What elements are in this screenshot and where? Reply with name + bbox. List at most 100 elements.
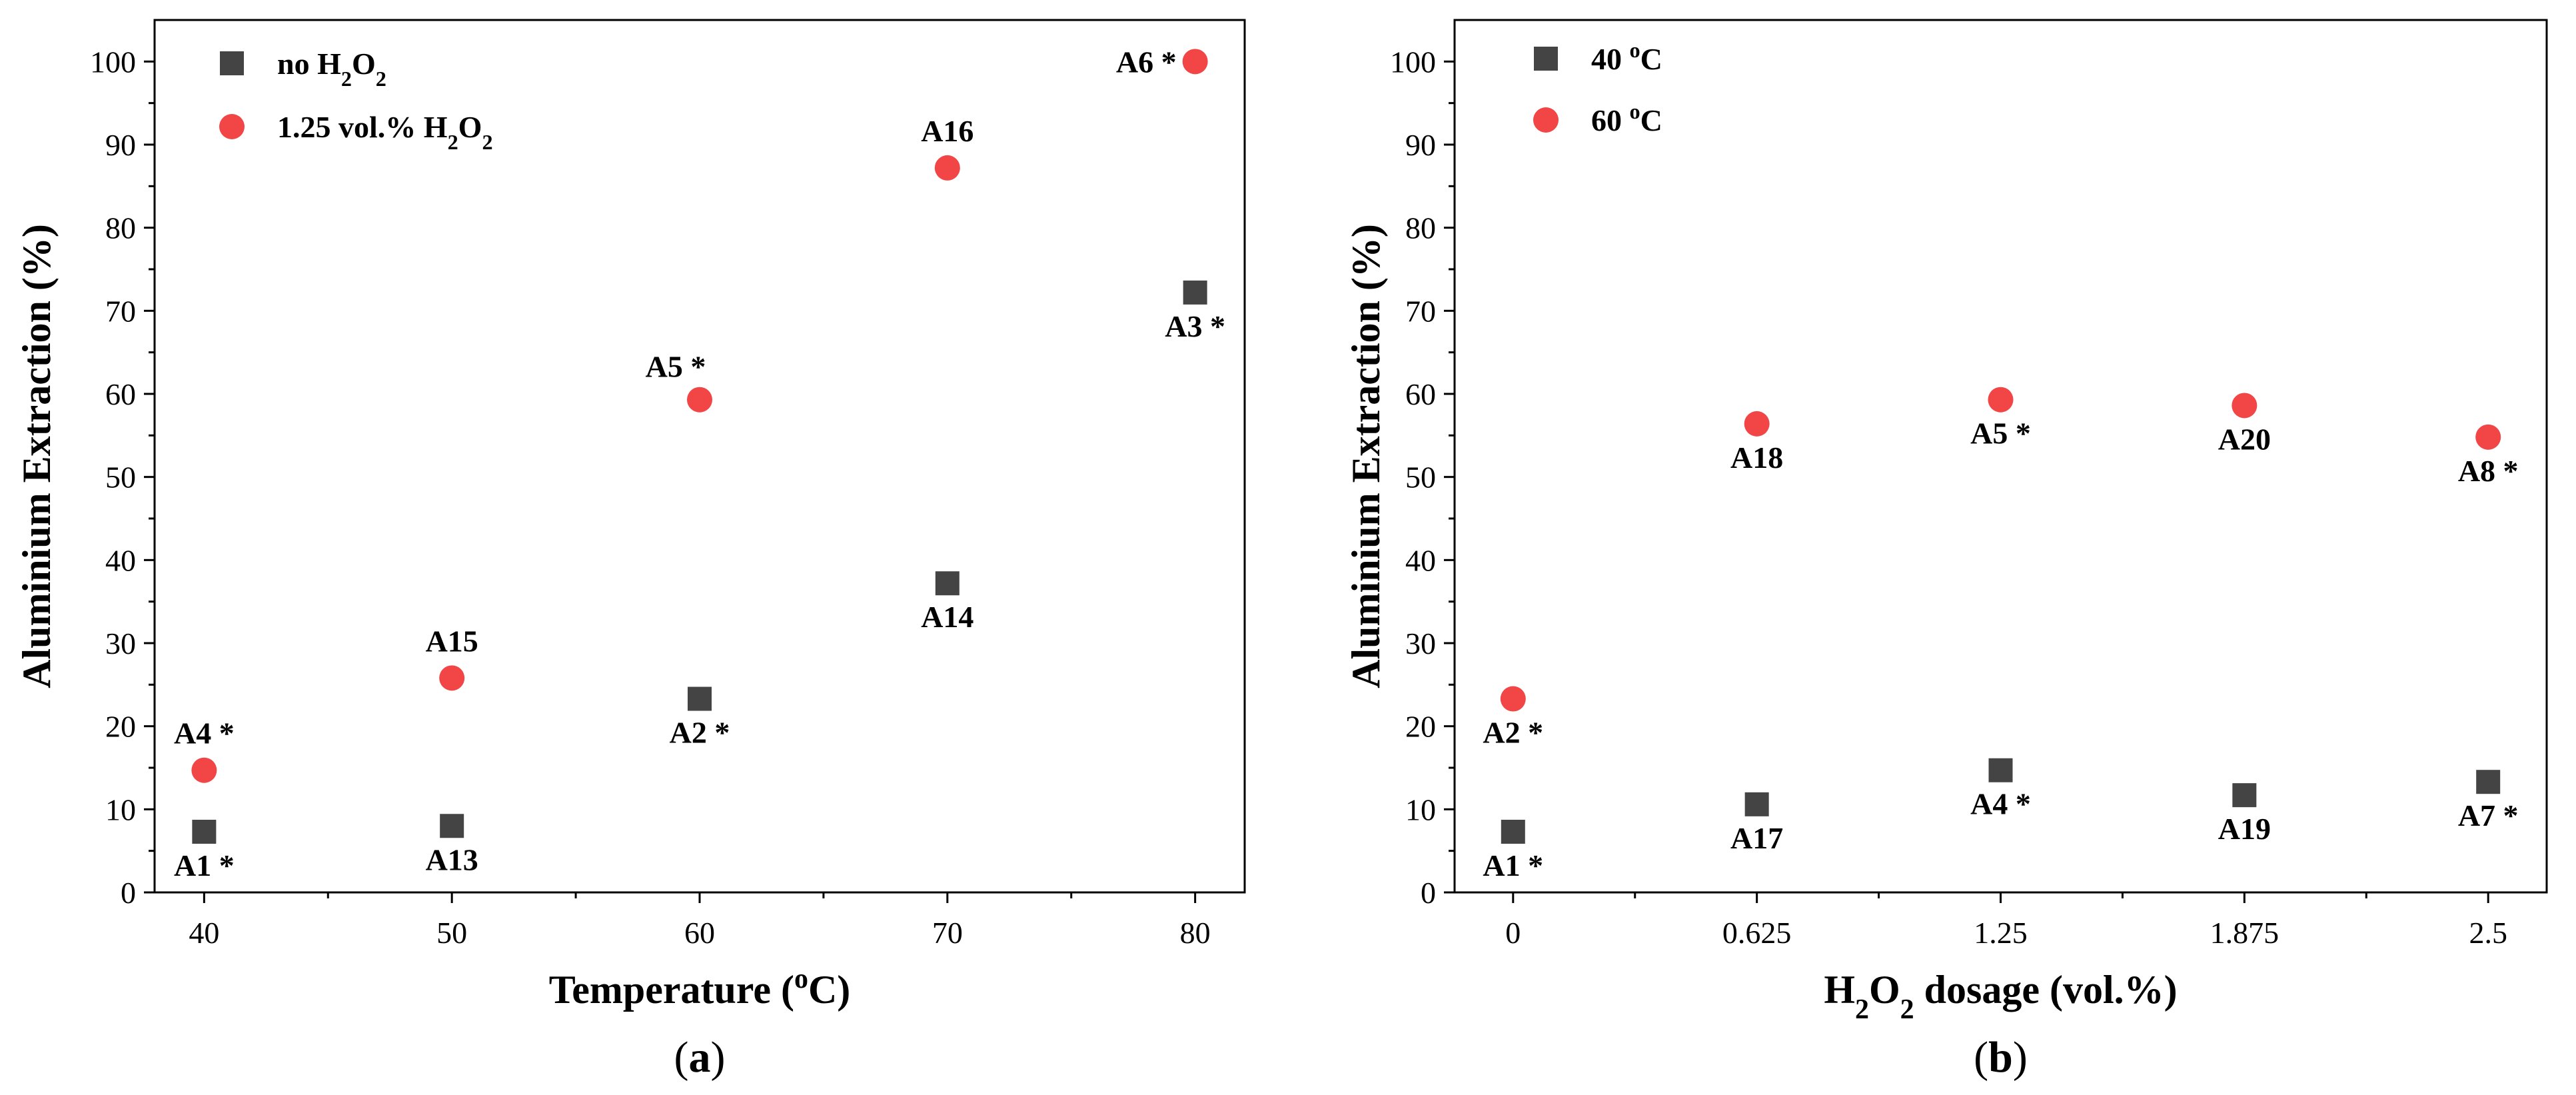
y-tick-label: 80 <box>1405 211 1436 245</box>
data-point-label: A1 * <box>1483 848 1543 882</box>
data-point-square <box>1988 758 2013 782</box>
legend-text-part: 60 <box>1591 103 1630 137</box>
chart-panel-a: 0 10 20 30 40 50 60 70 80 90 100 40 50 60 70 80 Aluminiu… <box>15 19 1246 1082</box>
data-point-circle <box>1500 686 1526 712</box>
legend-text-sup: o <box>1630 38 1640 62</box>
y-tick-label: 10 <box>105 792 136 826</box>
legend-label: 60 oC <box>1591 99 1662 137</box>
y-tick-label: 70 <box>1405 294 1436 328</box>
panel-label-letter: a <box>689 1033 711 1082</box>
legend-text-part: 1.25 vol.% H <box>277 110 448 144</box>
x-axis-title-part: H <box>1824 968 1855 1012</box>
y-tick-label: 90 <box>1405 128 1436 162</box>
x-axis-title-sub: 2 <box>1900 994 1914 1025</box>
series-squares: A1 * A13 A2 * A14 A3 * <box>174 280 1225 882</box>
x-axis-title: Temperature (oC) <box>549 964 851 1012</box>
data-point-label: A2 * <box>1483 716 1543 750</box>
legend-label: 40 oC <box>1591 38 1662 76</box>
y-tick-label: 90 <box>105 128 136 162</box>
x-axis-title-part: O <box>1869 968 1900 1012</box>
x-tick-label: 1.875 <box>2210 916 2279 950</box>
y-tick-label: 40 <box>1405 543 1436 577</box>
data-point-label: A20 <box>2218 422 2271 456</box>
x-tick-label: 2.5 <box>2469 916 2507 950</box>
data-point-label: A13 <box>426 842 478 876</box>
y-tick-label: 40 <box>105 543 136 577</box>
y-axis-title: Aluminium Extraction (%) <box>1344 224 1388 688</box>
plot-frame <box>153 19 1246 894</box>
data-point-circle <box>687 387 712 413</box>
x-axis-title-sup: o <box>794 964 808 994</box>
legend-text-sub: 2 <box>376 67 386 91</box>
legend-marker-square <box>1534 47 1558 71</box>
x-tick-label: 0 <box>1505 916 1521 950</box>
data-point-square <box>440 814 464 838</box>
x-axis-title-part: Temperature ( <box>549 968 794 1012</box>
data-point-label: A7 * <box>2458 798 2519 832</box>
data-point-circle <box>2475 424 2501 450</box>
y-tick-label: 50 <box>1405 461 1436 495</box>
data-point-label: A8 * <box>2458 454 2519 488</box>
data-point-circle <box>1182 49 1208 75</box>
panel-label: (b) <box>1974 1033 2028 1082</box>
data-point-circle <box>1744 411 1770 437</box>
data-point-label: A6 * <box>1116 45 1177 79</box>
x-tick-label: 0.625 <box>1722 916 1792 950</box>
data-point-circle <box>439 665 465 691</box>
y-tick-label: 0 <box>121 876 136 910</box>
chart-panel-b: 0 10 20 30 40 50 60 70 80 90 100 0 0.625 1.25 1.875 2.5… <box>1344 19 2548 1082</box>
data-point-circle <box>1988 387 2014 413</box>
y-tick-label: 50 <box>105 461 136 495</box>
data-point-square <box>1744 792 1769 816</box>
data-point-label: A15 <box>426 624 478 658</box>
data-point-label: A16 <box>921 114 973 148</box>
data-point-label: A18 <box>1730 441 1783 475</box>
legend-text-sub: 2 <box>448 130 458 154</box>
x-axis-title-sub: 2 <box>1855 994 1869 1025</box>
x-axis-title-part: C) <box>808 968 850 1012</box>
legend-marker-square <box>220 51 244 75</box>
x-tick-label: 60 <box>684 916 715 950</box>
y-tick-label: 70 <box>105 294 136 328</box>
panel-label-paren: ( <box>674 1033 689 1082</box>
legend-text-part: 40 <box>1591 42 1630 76</box>
data-point-circle <box>934 155 960 181</box>
y-tick-label: 60 <box>105 377 136 411</box>
panel-label-paren: ( <box>1974 1033 1988 1082</box>
data-point-square <box>1501 819 1525 844</box>
x-tick-label: 80 <box>1180 916 1211 950</box>
data-point-label: A4 * <box>174 716 235 750</box>
y-tick-label: 10 <box>1405 792 1436 826</box>
data-point-square <box>688 686 712 711</box>
y-tick-label: 60 <box>1405 377 1436 411</box>
panel-label-paren: ) <box>2013 1033 2028 1082</box>
data-point-square <box>2476 770 2501 794</box>
legend-marker-circle <box>1533 107 1559 133</box>
x-axis-title: H2O2 dosage (vol.%) <box>1824 968 2177 1025</box>
y-tick-label: 80 <box>105 211 136 245</box>
data-point-square <box>2232 783 2257 808</box>
y-tick-label: 20 <box>105 710 136 744</box>
panel-label: (a) <box>674 1033 726 1082</box>
legend-text-sup: o <box>1630 99 1640 123</box>
y-tick-label: 0 <box>1421 876 1436 910</box>
y-tick-label: 100 <box>90 45 136 79</box>
data-point-square <box>935 571 960 596</box>
data-point-circle <box>2232 393 2257 419</box>
series-circles: A2 * A18 A5 * A20 A8 * <box>1483 387 2519 750</box>
x-tick-label: 70 <box>932 916 963 950</box>
legend-text-part: C <box>1640 103 1662 137</box>
legend-marker-circle <box>219 114 245 139</box>
data-point-square <box>192 819 217 844</box>
y-axis-title: Aluminium Extraction (%) <box>15 224 59 688</box>
legend-text-part: O <box>352 47 376 81</box>
x-tick-label: 50 <box>436 916 467 950</box>
data-point-label: A2 * <box>670 716 730 750</box>
series-squares: A1 * A17 A4 * A19 A7 * <box>1483 758 2519 882</box>
y-tick-label: 100 <box>1390 45 1436 79</box>
legend-text-part: C <box>1640 42 1662 76</box>
data-point-square <box>1183 280 1207 305</box>
data-point-circle <box>191 757 217 783</box>
panel-label-letter: b <box>1988 1033 2013 1082</box>
